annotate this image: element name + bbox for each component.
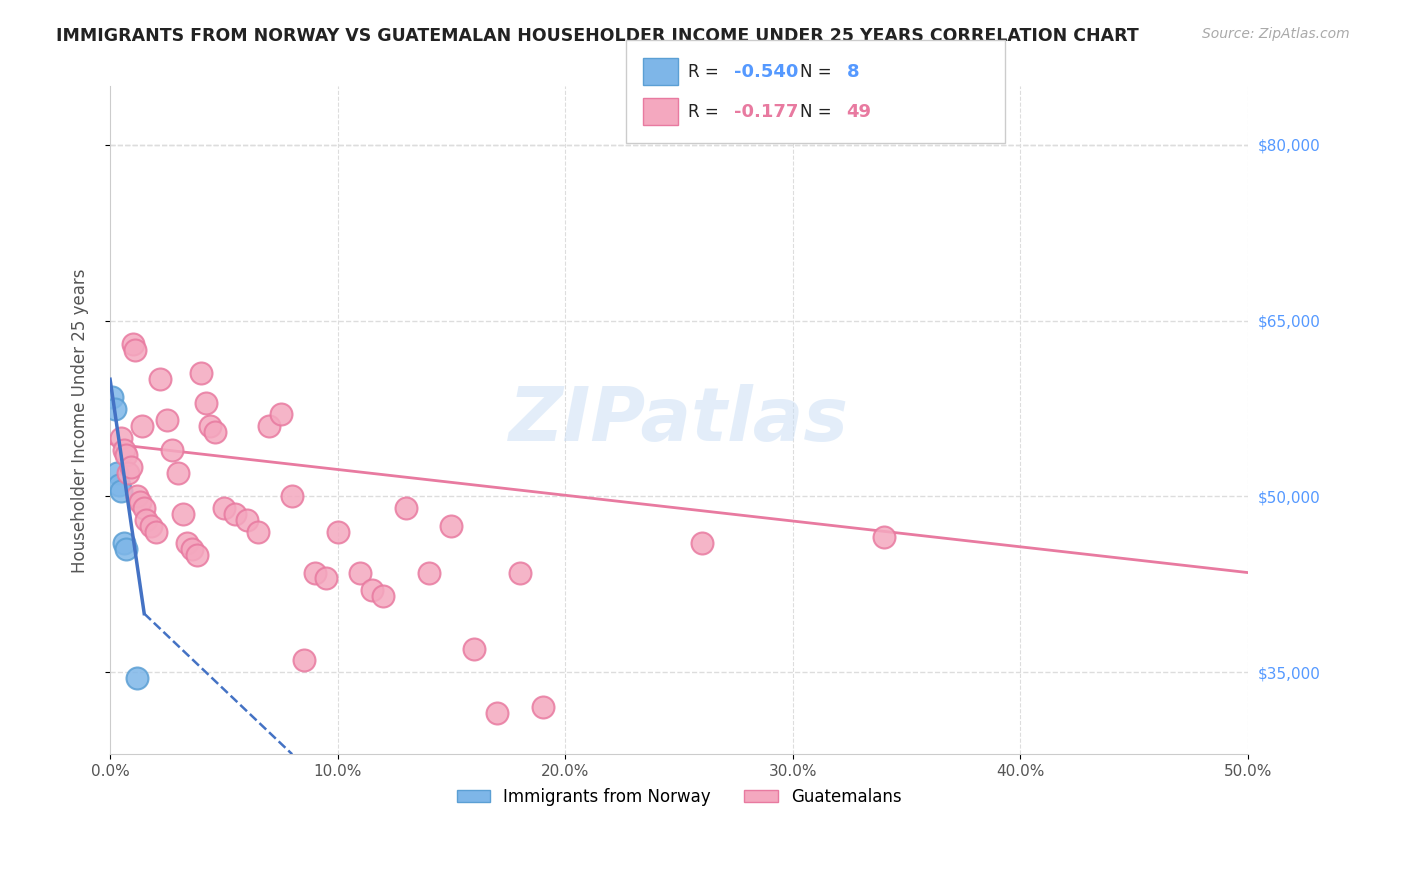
Point — [873, 531, 896, 545]
Point — [112, 536, 135, 550]
Point — [326, 524, 349, 539]
Legend: Immigrants from Norway, Guatemalans: Immigrants from Norway, Guatemalans — [450, 781, 908, 813]
Text: -0.177: -0.177 — [734, 103, 799, 121]
Point — [204, 425, 226, 439]
Point — [194, 395, 217, 409]
Point — [440, 518, 463, 533]
Point — [145, 524, 167, 539]
Point — [360, 583, 382, 598]
Point — [115, 449, 138, 463]
Point — [112, 442, 135, 457]
Point — [131, 419, 153, 434]
Point — [270, 408, 292, 422]
Point — [108, 477, 131, 491]
Point — [156, 413, 179, 427]
Point — [139, 518, 162, 533]
Point — [149, 372, 172, 386]
Point — [127, 671, 149, 685]
Point — [101, 390, 124, 404]
Point — [127, 490, 149, 504]
Point — [212, 501, 235, 516]
Point — [176, 536, 198, 550]
Point — [200, 419, 222, 434]
Point — [167, 466, 190, 480]
Text: Source: ZipAtlas.com: Source: ZipAtlas.com — [1202, 27, 1350, 41]
Point — [190, 367, 212, 381]
Point — [124, 343, 146, 357]
Point — [247, 524, 270, 539]
Point — [105, 466, 128, 480]
Text: R =: R = — [688, 103, 728, 121]
Point — [509, 566, 531, 580]
Point — [110, 431, 132, 445]
Point — [224, 507, 246, 521]
Point — [418, 566, 440, 580]
Text: ZIPatlas: ZIPatlas — [509, 384, 849, 457]
Text: N =: N = — [800, 103, 837, 121]
Point — [181, 542, 204, 557]
Point — [395, 501, 418, 516]
Point — [160, 442, 183, 457]
Point — [304, 566, 326, 580]
Point — [110, 483, 132, 498]
Point — [128, 495, 150, 509]
Point — [690, 536, 713, 550]
Point — [485, 706, 508, 721]
Point — [120, 460, 142, 475]
Text: IMMIGRANTS FROM NORWAY VS GUATEMALAN HOUSEHOLDER INCOME UNDER 25 YEARS CORRELATI: IMMIGRANTS FROM NORWAY VS GUATEMALAN HOU… — [56, 27, 1139, 45]
Point — [135, 513, 157, 527]
Text: 49: 49 — [846, 103, 872, 121]
Point — [315, 571, 337, 585]
Point — [281, 490, 304, 504]
Point — [373, 589, 395, 603]
Point — [349, 566, 371, 580]
Point — [186, 548, 208, 562]
Point — [121, 337, 143, 351]
Point — [259, 419, 281, 434]
Point — [134, 501, 156, 516]
Point — [172, 507, 194, 521]
Point — [292, 653, 315, 667]
Point — [235, 513, 257, 527]
Text: -0.540: -0.540 — [734, 63, 799, 81]
Point — [104, 401, 127, 416]
Text: 8: 8 — [846, 63, 859, 81]
Point — [115, 542, 138, 557]
Point — [531, 700, 554, 714]
Point — [117, 466, 139, 480]
Text: N =: N = — [800, 63, 837, 81]
Y-axis label: Householder Income Under 25 years: Householder Income Under 25 years — [72, 268, 89, 573]
Text: R =: R = — [688, 63, 724, 81]
Point — [463, 641, 485, 656]
